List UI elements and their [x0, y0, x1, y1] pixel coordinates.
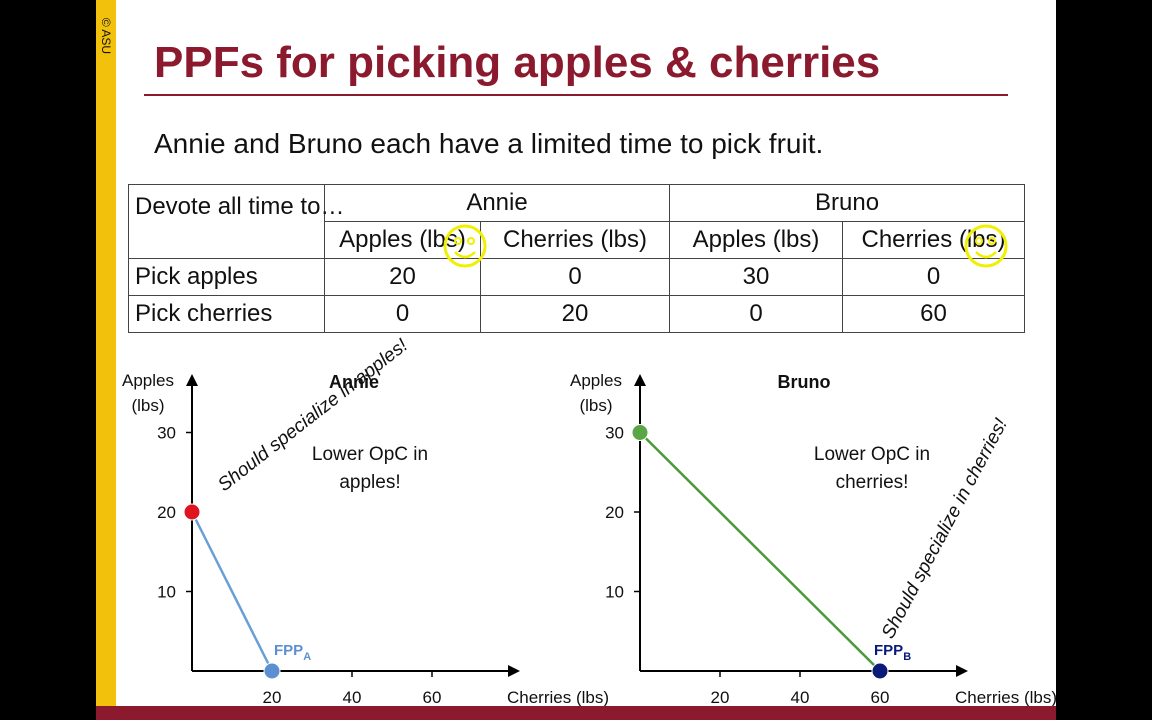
smiley-annie-face — [443, 224, 487, 268]
annie-y-tick-label: 30 — [157, 424, 176, 443]
smiley-bruno-eye-right — [988, 237, 996, 245]
annie-annotation-line: apples! — [339, 472, 400, 493]
bruno-fpp-label: FPPB — [874, 642, 911, 663]
intro-text: Annie and Bruno each have a limited time… — [154, 128, 824, 159]
bruno-ppf-line — [639, 431, 881, 672]
bruno-annotation-line: cherries! — [836, 472, 909, 493]
annie-endpoint-0 — [183, 503, 201, 521]
slide: © ASU PPFs for picking apples & cherries… — [96, 0, 1056, 720]
table-row: Pick cherries 0 20 0 60 — [128, 295, 1026, 333]
smiley-bruno-face — [964, 224, 1008, 268]
annie-y-tick-label: 10 — [157, 583, 176, 602]
smiley-bruno-eye-left — [975, 237, 983, 245]
bruno-y-axis-label-unit: (lbs) — [579, 396, 612, 415]
header-bruno: Bruno — [669, 184, 1026, 222]
table-cell: 0 — [479, 258, 671, 296]
bruno-x-tick-label: 20 — [711, 688, 730, 707]
bruno-y-axis-label: Apples — [570, 371, 622, 390]
annie-x-tick-label: 40 — [343, 688, 362, 707]
bruno-y-axis-arrow — [634, 374, 646, 386]
smiley-bruno-mouth — [975, 251, 997, 259]
table-cell: 0 — [669, 295, 844, 333]
table-cell: 0 — [324, 295, 481, 333]
bruno-x-axis-label: Cherries (lbs) — [955, 688, 1056, 707]
annie-chart-title: Annie — [329, 372, 379, 392]
subheader-annie-cherries: Cherries (lbs) — [479, 221, 671, 259]
smiley-annie-eye-left — [454, 237, 462, 245]
annie-x-tick-label: 60 — [423, 688, 442, 707]
annie-y-tick-label: 20 — [157, 503, 176, 522]
bruno-annotation-line: Lower OpC in — [814, 444, 930, 465]
smiley-annie-eye-right — [467, 237, 475, 245]
table-cell: 30 — [669, 258, 844, 296]
table-header-row: Devote all time to… Annie Bruno — [128, 184, 1026, 259]
annie-y-axis-label: Apples — [122, 371, 174, 390]
header-annie: Annie — [323, 184, 671, 222]
bruno-y-tick-label: 20 — [605, 503, 624, 522]
table-cell: 60 — [842, 295, 1026, 333]
annie-x-tick-label: 20 — [263, 688, 282, 707]
bruno-endpoint-1 — [871, 662, 889, 680]
subheader-bruno-apples: Apples (lbs) — [669, 221, 844, 259]
bruno-x-tick-label: 40 — [791, 688, 810, 707]
smiley-annie-mouth — [454, 251, 476, 259]
annie-y-axis-arrow — [186, 374, 198, 386]
side-accent-bar — [96, 0, 116, 706]
bottom-accent-bar — [96, 706, 1056, 720]
annie-fpp-label: FPPA — [274, 642, 311, 663]
production-table: Devote all time to… Annie Bruno Apples (… — [128, 184, 1026, 333]
bruno-endpoint-0 — [631, 424, 649, 441]
annie-y-axis-label-unit: (lbs) — [131, 396, 164, 415]
bruno-y-tick-label: 30 — [605, 424, 624, 443]
table-cell: 20 — [479, 295, 671, 333]
slide-title: PPFs for picking apples & cherries — [154, 38, 881, 87]
annie-annotation-line: Lower OpC in — [312, 444, 428, 465]
bruno-chart-title: Bruno — [778, 372, 831, 392]
table-corner-label: Devote all time to… — [128, 184, 344, 259]
bruno-x-axis-arrow — [956, 665, 968, 677]
bruno-y-tick-label: 10 — [605, 583, 624, 602]
annie-x-axis-arrow — [508, 665, 520, 677]
title-divider — [144, 94, 1008, 96]
bruno-x-tick-label: 60 — [871, 688, 890, 707]
annie-x-axis-label: Cherries (lbs) — [507, 688, 609, 707]
row-label: Pick cherries — [128, 295, 325, 333]
annie-endpoint-1 — [263, 662, 281, 680]
annie-ppf-line — [190, 511, 274, 672]
